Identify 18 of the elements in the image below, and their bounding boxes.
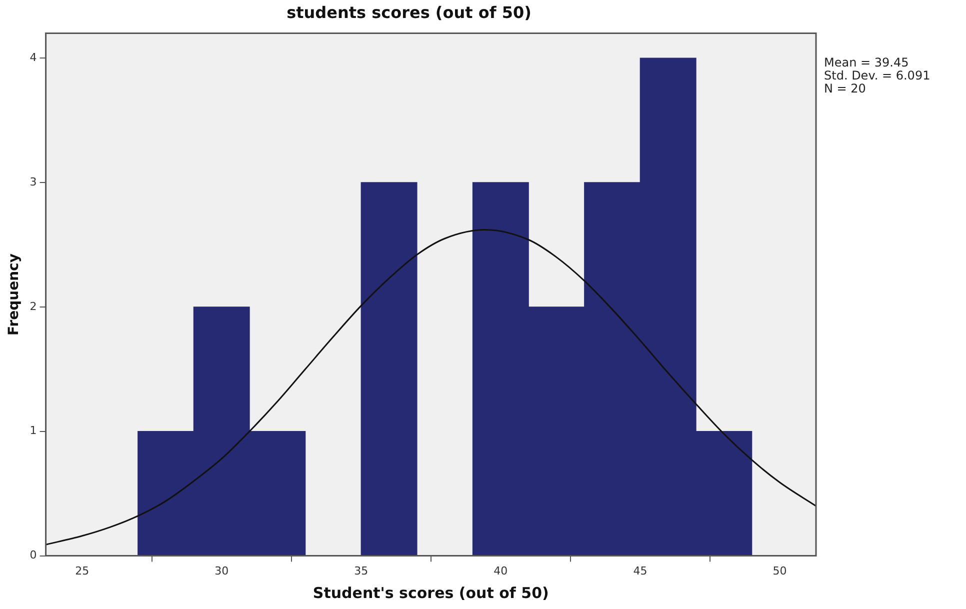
x-tick-label: 25 (75, 564, 90, 578)
text: Std. Dev. = 6.091 (824, 68, 930, 82)
y-tick-label: 3 (30, 175, 37, 188)
x-tick-label: 30 (214, 564, 229, 578)
y-tick-label: 0 (30, 548, 37, 562)
x-tick-label: 35 (354, 564, 368, 578)
line-series (46, 229, 816, 546)
y-tick-label: 1 (30, 424, 37, 438)
x-tick-label: 45 (633, 564, 648, 578)
text: Mean = 39.45 (824, 55, 909, 70)
text: N = 20 (824, 81, 866, 96)
y-tick-label: 4 (30, 50, 37, 64)
x-tick-label: 40 (494, 564, 508, 578)
chart-title: students scores (out of 50) (286, 2, 532, 22)
x-axis-title: Student's scores (out of 50) (312, 584, 549, 602)
y-tick-label: 2 (30, 300, 37, 313)
x-tick-label: 50 (772, 564, 787, 578)
y-axis-title: Frequency (6, 254, 22, 336)
